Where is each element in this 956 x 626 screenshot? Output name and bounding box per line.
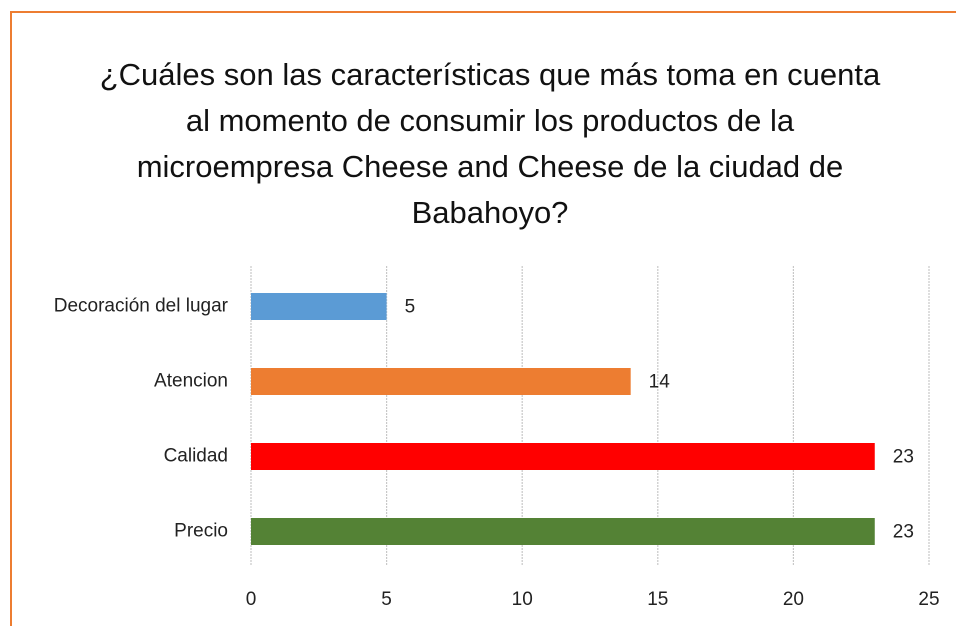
x-tick-label: 5 bbox=[381, 589, 392, 610]
bar bbox=[251, 518, 875, 545]
x-tick-label: 10 bbox=[512, 589, 533, 610]
x-tick-label: 20 bbox=[783, 589, 804, 610]
bar bbox=[251, 293, 387, 320]
y-tick-label: Precio bbox=[174, 521, 228, 542]
y-tick-label: Decoración del lugar bbox=[54, 296, 229, 317]
bar bbox=[251, 443, 875, 470]
x-tick-label: 0 bbox=[246, 589, 257, 610]
data-label: 14 bbox=[649, 372, 671, 393]
y-tick-label: Atencion bbox=[154, 371, 228, 392]
y-tick-label: Calidad bbox=[164, 446, 228, 467]
data-label: 23 bbox=[893, 522, 914, 543]
x-tick-label: 15 bbox=[647, 589, 668, 610]
bar bbox=[251, 368, 631, 395]
chart-title: ¿Cuáles son las características que más … bbox=[99, 57, 881, 230]
data-label: 5 bbox=[405, 297, 416, 318]
x-tick-label: 25 bbox=[918, 589, 939, 610]
data-label: 23 bbox=[893, 447, 914, 468]
